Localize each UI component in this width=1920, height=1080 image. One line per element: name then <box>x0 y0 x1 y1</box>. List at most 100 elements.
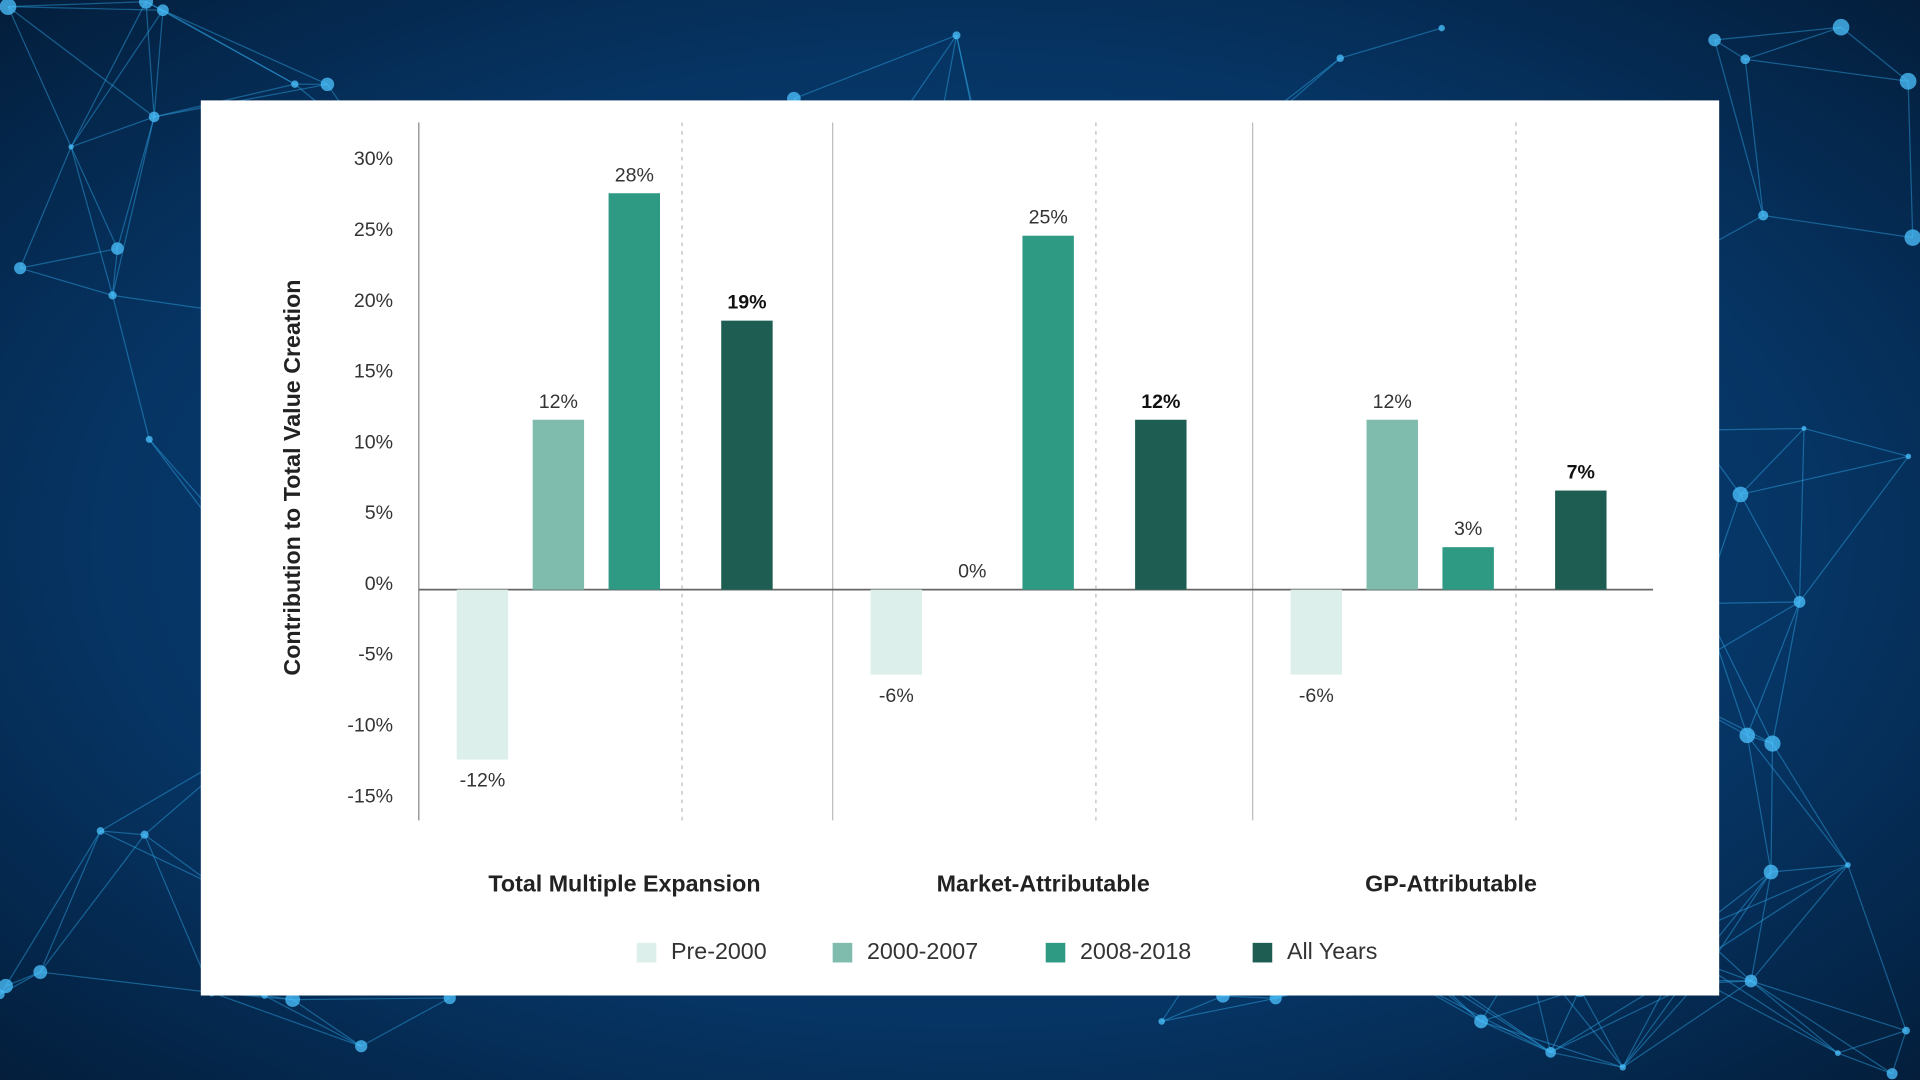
network-node <box>1740 54 1751 65</box>
legend-swatch <box>1252 942 1273 963</box>
network-link <box>1480 1020 1623 1068</box>
network-node <box>1834 1050 1841 1057</box>
value-label: -6% <box>879 685 914 707</box>
network-node <box>1793 596 1806 608</box>
network-link <box>39 830 102 973</box>
network-link <box>7 1 147 8</box>
network-node <box>1739 727 1756 744</box>
network-node <box>1886 1068 1898 1080</box>
network-node <box>1758 210 1769 221</box>
network-link <box>40 971 212 994</box>
network-node <box>1905 453 1912 460</box>
network-link <box>264 995 362 1047</box>
network-node <box>148 111 160 123</box>
network-link <box>144 834 213 993</box>
network-link <box>292 999 362 1047</box>
network-link <box>1798 428 1805 602</box>
network-link <box>19 267 113 296</box>
network-node <box>285 992 301 1007</box>
value-label: 19% <box>727 292 766 314</box>
network-link <box>1770 864 1848 873</box>
network-node <box>1904 229 1920 246</box>
network-node <box>157 4 169 17</box>
network-link <box>7 6 72 148</box>
network-node <box>1801 426 1807 431</box>
value-label: 3% <box>1454 518 1482 540</box>
y-tick-label: 10% <box>354 431 393 453</box>
network-link <box>70 1 147 148</box>
network-node <box>33 965 48 979</box>
network-link <box>100 830 145 836</box>
bar <box>456 589 509 760</box>
network-link <box>1750 871 1772 982</box>
network-node <box>952 31 961 40</box>
value-label: 28% <box>615 164 654 186</box>
network-link <box>1746 601 1801 736</box>
network-node <box>1845 862 1851 868</box>
network-node <box>1763 864 1779 880</box>
plot-area: -15% -10% -5% 0% 5% 10% 15% 20% 25% 30% Total Mult… <box>347 122 1654 964</box>
network-link <box>1770 743 1774 873</box>
legend-swatch <box>636 942 657 963</box>
network-link <box>1746 735 1772 873</box>
bar <box>1555 490 1607 590</box>
network-link <box>1763 214 1913 239</box>
network-link <box>19 146 72 269</box>
network-link <box>1907 81 1914 238</box>
value-label: -6% <box>1299 685 1334 707</box>
network-link <box>1740 428 1805 495</box>
y-tick-label: 5% <box>365 502 393 524</box>
network-link <box>145 1 155 117</box>
network-link <box>1745 26 1842 60</box>
y-tick-label: 25% <box>354 219 393 241</box>
network-link <box>162 9 296 85</box>
value-label: -12% <box>460 770 506 792</box>
network-link <box>7 6 155 118</box>
network-link <box>116 116 155 249</box>
network-link <box>1739 494 1801 603</box>
legend-swatch <box>1045 942 1066 963</box>
network-link <box>1803 427 1909 458</box>
network-link <box>70 146 119 249</box>
network-node <box>68 144 74 150</box>
network-node <box>1732 486 1749 503</box>
network-link <box>153 10 164 117</box>
network-link <box>70 9 164 148</box>
network-link <box>1840 26 1909 82</box>
value-label: 0% <box>958 561 986 583</box>
network-node <box>1744 974 1758 988</box>
network-link <box>1771 601 1801 744</box>
network-node <box>320 77 335 92</box>
network-link <box>20 247 118 269</box>
network-node <box>0 0 17 15</box>
category-label: Market-Attributable <box>937 870 1150 896</box>
network-link <box>1480 1020 1551 1053</box>
network-node <box>1438 24 1445 32</box>
bar <box>1366 419 1418 590</box>
bar <box>870 589 923 675</box>
legend-label: Pre-2000 <box>671 938 767 964</box>
value-label: 12% <box>539 391 578 413</box>
bar <box>1135 419 1187 590</box>
network-node <box>291 80 299 88</box>
value-label: 25% <box>1029 207 1068 229</box>
network-node <box>96 827 105 835</box>
value-label: 7% <box>1567 462 1595 484</box>
network-link <box>211 991 362 1047</box>
network-link <box>1799 456 1909 603</box>
network-link <box>1714 26 1842 41</box>
legend-label: 2008-2018 <box>1080 938 1191 964</box>
network-node <box>1708 33 1721 47</box>
y-axis-title: Contribution to Total Value Creation <box>279 279 305 675</box>
y-tick-label: -5% <box>358 644 393 666</box>
network-node <box>1474 1014 1488 1029</box>
network-link <box>1740 455 1909 496</box>
network-link <box>5 830 102 987</box>
network-link <box>1750 864 1849 982</box>
network-link <box>39 834 146 973</box>
network-link <box>360 997 451 1047</box>
bar <box>532 419 585 590</box>
network-link <box>1837 1052 1893 1075</box>
